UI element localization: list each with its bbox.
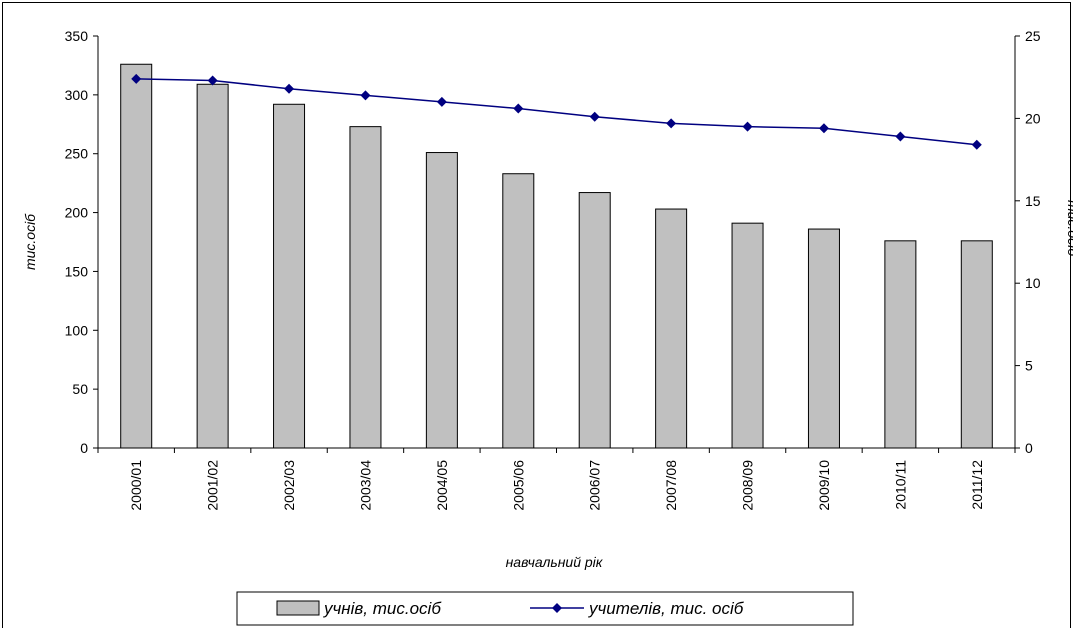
line-layer	[131, 73, 982, 150]
x-tick-label: 2008/09	[740, 460, 756, 511]
line-marker	[589, 111, 600, 122]
bar	[196, 83, 229, 449]
x-tick-label: 2010/11	[892, 460, 908, 510]
line-marker	[513, 103, 524, 114]
y2-tick-label: 15	[1025, 193, 1041, 209]
y-axis-label: тис.осіб	[22, 213, 38, 270]
y2-tick-label: 25	[1025, 28, 1041, 44]
x-tick-label: 2006/07	[587, 460, 603, 511]
y2-tick-label: 5	[1025, 358, 1033, 374]
y2-tick-label: 10	[1025, 275, 1041, 291]
x-tick-label: 2004/05	[434, 460, 450, 511]
y-tick-label: 100	[65, 322, 89, 338]
bar	[655, 208, 688, 449]
y-tick-label: 350	[65, 28, 89, 44]
bar	[273, 103, 306, 449]
x-tick-label: 2001/02	[205, 460, 221, 511]
legend-box	[236, 591, 854, 626]
x-tick-label: 2007/08	[663, 460, 679, 511]
bars-layer	[120, 63, 993, 449]
legend-marker-teachers	[552, 603, 562, 613]
x-tick-label: 2002/03	[281, 460, 297, 511]
bar	[960, 240, 993, 449]
y-tick-label: 50	[72, 381, 88, 397]
line-marker	[666, 118, 677, 129]
y-tick-label: 0	[80, 440, 88, 456]
line-marker	[436, 96, 447, 107]
y-tick-label: 250	[65, 146, 89, 162]
line-marker	[284, 83, 295, 94]
bar	[884, 240, 917, 449]
y2-tick-label: 20	[1025, 110, 1041, 126]
bar	[120, 63, 153, 449]
line-marker	[818, 123, 829, 134]
legend-label-students: учнів, тис.осіб	[323, 599, 442, 618]
y-tick-label: 150	[65, 263, 89, 279]
legend-label-teachers: учителів, тис. осіб	[588, 599, 745, 618]
line-marker	[360, 90, 371, 101]
x-tick-label: 2005/06	[510, 460, 526, 511]
axes-layer: 0 50 100 150 200 250 300 350 0 5 10 15 20 25 2000/01 20…	[65, 28, 1041, 511]
y-tick-label: 200	[65, 205, 89, 221]
bar	[731, 222, 764, 449]
legend: учнів, тис.осіб учителів, тис. осіб	[236, 591, 854, 626]
bar	[807, 228, 840, 449]
y-tick-label: 300	[65, 87, 89, 103]
x-axis-label: навчальний рік	[506, 554, 604, 570]
line-marker	[207, 75, 218, 86]
x-tick-label: 2011/12	[969, 460, 985, 510]
line-marker	[742, 121, 753, 132]
teachers-line	[136, 78, 977, 146]
x-tick-label: 2003/04	[357, 460, 373, 511]
x-tick-label: 2009/10	[816, 460, 832, 511]
bar	[425, 152, 458, 449]
line-marker	[971, 139, 982, 150]
bar	[578, 192, 611, 449]
bar	[502, 173, 535, 449]
legend-swatch-students	[276, 600, 320, 616]
bar	[349, 126, 382, 449]
line-marker	[131, 73, 142, 84]
y2-axis-label: тис.осіб	[1065, 200, 1073, 257]
line-marker	[895, 131, 906, 142]
y2-tick-label: 0	[1025, 440, 1033, 456]
x-tick-label: 2000/01	[128, 460, 144, 511]
